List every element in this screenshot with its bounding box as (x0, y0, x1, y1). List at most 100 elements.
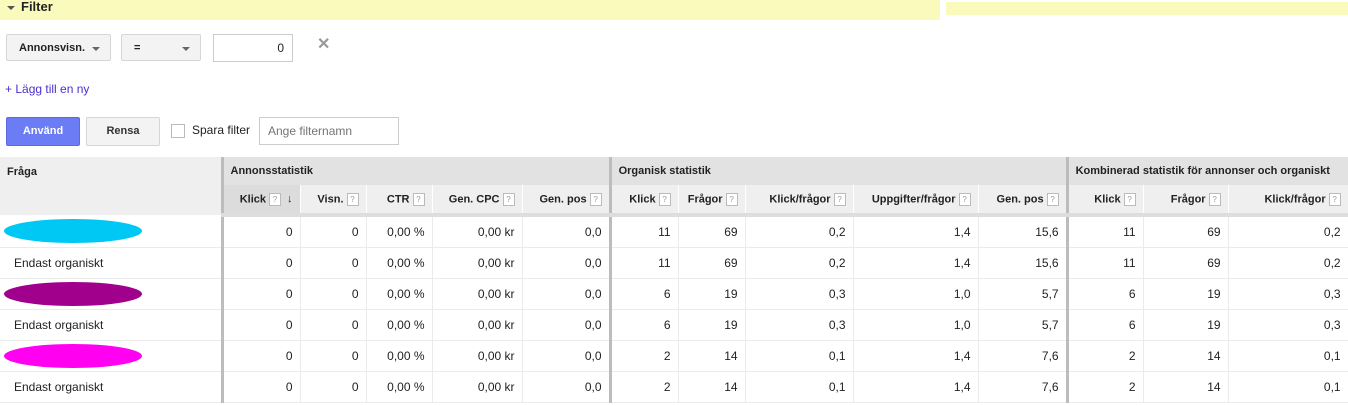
collapse-triangle-icon[interactable] (7, 5, 15, 10)
query-cell[interactable]: Endast organiskt (0, 247, 223, 279)
table-cell: 19 (1143, 278, 1229, 310)
column-header[interactable]: CTR? (366, 185, 433, 217)
table-cell: 0 (220, 247, 301, 279)
table-cell: 15,6 (978, 215, 1068, 248)
table-cell: 0 (220, 278, 301, 310)
help-icon[interactable]: ? (725, 192, 738, 206)
table-cell: 0,00 kr (432, 309, 523, 341)
column-label: Gen. CPC (448, 192, 500, 205)
help-icon[interactable]: ? (412, 192, 425, 206)
add-filter-link[interactable]: + Lägg till en ny (5, 82, 90, 96)
table-cell: 0,2 (745, 247, 854, 279)
table-row: 0 0 0,00 % 0,00 kr 0,0 6 19 0,3 1,0 5,7 6 19 0,3 (0, 278, 1348, 310)
filter-title: Filter (21, 0, 53, 14)
table-cell: 7,6 (978, 371, 1068, 403)
filter-header[interactable]: Filter (0, 0, 940, 20)
help-icon[interactable]: ? (833, 192, 846, 206)
table-cell: 0,00 % (366, 309, 433, 341)
help-icon[interactable]: ? (1123, 192, 1136, 206)
chevron-down-icon (92, 47, 100, 51)
help-icon[interactable]: ? (269, 192, 281, 206)
help-icon[interactable]: ? (1328, 192, 1341, 206)
query-cell[interactable]: Endast organiskt (0, 371, 223, 403)
table-cell: 6 (608, 278, 679, 310)
table-cell: 11 (608, 215, 679, 248)
column-header[interactable]: Gen. pos? (522, 185, 611, 217)
table-cell: 0,0 (522, 278, 611, 310)
stats-table: Fråga Annonsstatistik Organisk statistik… (0, 157, 1348, 403)
column-header[interactable]: Klick/frågor? (745, 185, 854, 217)
query-cell[interactable] (0, 215, 223, 248)
table-cell: 0,00 kr (432, 340, 523, 372)
help-icon[interactable]: ? (589, 192, 602, 206)
query-cell[interactable] (0, 340, 223, 372)
column-query[interactable]: Fråga (0, 157, 222, 215)
table-cell: 0 (220, 340, 301, 372)
table-cell: 1,4 (853, 371, 979, 403)
redacted-query (4, 344, 142, 368)
column-label: Gen. pos (996, 192, 1044, 205)
table-cell: 0 (300, 309, 367, 341)
field-dropdown-label: Annonsvisn. (19, 42, 86, 54)
column-label: Visn. (317, 192, 344, 205)
table-cell: 19 (678, 278, 746, 310)
column-header[interactable]: Klick? (608, 185, 679, 217)
table-cell: 0,00 kr (432, 278, 523, 310)
column-header[interactable]: Frågor? (1143, 185, 1229, 217)
column-header[interactable]: Klick? ↓ (220, 185, 301, 217)
table-cell: 15,6 (978, 247, 1068, 279)
table-cell: 7,6 (978, 340, 1068, 372)
table-cell: 6 (1065, 309, 1144, 341)
column-header[interactable]: Visn.? (300, 185, 367, 217)
help-icon[interactable]: ? (1208, 192, 1221, 206)
column-header[interactable]: Frågor? (678, 185, 746, 217)
column-label: Klick/frågor (1264, 192, 1326, 205)
value-input[interactable]: 0 (213, 34, 293, 62)
apply-button[interactable]: Använd (6, 117, 80, 146)
column-header[interactable]: Gen. CPC? (432, 185, 523, 217)
table-cell: 0,00 % (366, 340, 433, 372)
table-cell: 0,00 kr (432, 247, 523, 279)
clear-button[interactable]: Rensa (86, 117, 160, 146)
help-icon[interactable]: ? (958, 192, 971, 206)
operator-dropdown[interactable]: = (121, 34, 201, 61)
table-cell: 69 (1143, 215, 1229, 248)
save-filter-checkbox[interactable] (171, 124, 185, 138)
table-row: Endast organiskt 0 0 0,00 % 0,00 kr 0,0 2 14 0,1… (0, 371, 1348, 403)
table-cell: 14 (678, 340, 746, 372)
close-icon[interactable]: ✕ (317, 36, 331, 53)
help-icon[interactable]: ? (346, 192, 359, 206)
table-cell: 0 (300, 247, 367, 279)
query-text: Endast organiskt (14, 380, 104, 394)
column-header[interactable]: Gen. pos? (978, 185, 1068, 217)
column-header[interactable]: Uppgifter/frågor? (853, 185, 979, 217)
column-header[interactable]: Klick/frågor? (1228, 185, 1348, 217)
group-combined-stats: Kombinerad statistik för annonser och or… (1065, 157, 1348, 185)
table-cell: 0 (220, 371, 301, 403)
table-cell: 19 (678, 309, 746, 341)
table-cell: 0,1 (1228, 371, 1348, 403)
table-cell: 1,4 (853, 340, 979, 372)
table-cell: 0,0 (522, 371, 611, 403)
sort-arrow-down-icon[interactable]: ↓ (287, 192, 293, 205)
table-cell: 0,1 (1228, 340, 1348, 372)
filter-name-input[interactable] (259, 117, 399, 145)
group-organic-stats: Organisk statistik (608, 157, 1068, 185)
help-icon[interactable]: ? (502, 192, 515, 206)
table-cell: 0 (220, 309, 301, 341)
table-cell: 0,00 % (366, 278, 433, 310)
column-header[interactable]: Klick? (1065, 185, 1144, 217)
field-dropdown[interactable]: Annonsvisn. (6, 34, 111, 61)
help-icon[interactable]: ? (658, 192, 671, 206)
table-cell: 11 (608, 247, 679, 279)
table-cell: 2 (608, 371, 679, 403)
redacted-query (4, 282, 142, 306)
table-cell: 1,0 (853, 278, 979, 310)
query-cell[interactable] (0, 278, 223, 310)
table-cell: 2 (1065, 371, 1144, 403)
table-row: Endast organiskt 0 0 0,00 % 0,00 kr 0,0 6 19 0,3… (0, 309, 1348, 341)
table-cell: 1,4 (853, 247, 979, 279)
column-label: Frågor (1170, 192, 1206, 205)
query-cell[interactable]: Endast organiskt (0, 309, 223, 341)
help-icon[interactable]: ? (1046, 192, 1059, 206)
